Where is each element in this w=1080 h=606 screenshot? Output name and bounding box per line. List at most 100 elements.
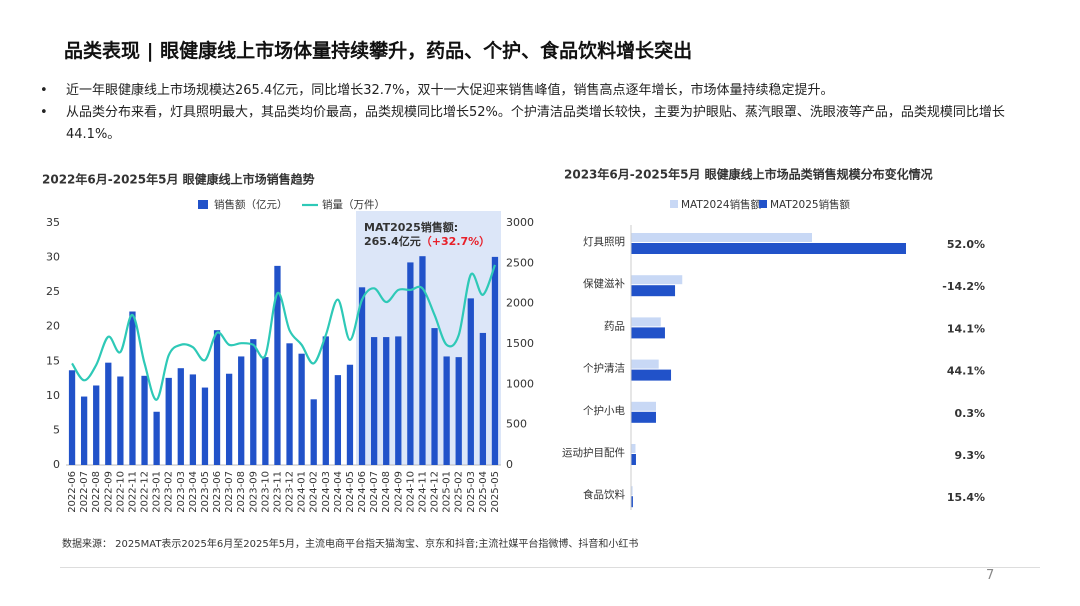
x-tick-label: 2024-02 [309,471,320,513]
legend-swatch [198,200,208,209]
growth-label: -14.2% [942,280,985,293]
x-tick-label: 2023-04 [188,471,199,513]
x-tick-label: 2024-10 [405,471,416,513]
annotation-value: 265.4亿元 [364,234,421,248]
bar [631,285,676,297]
x-tick-label: 2025-03 [466,471,477,513]
bullets: • 近一年眼健康线上市场规模达265.4亿元，同比增长32.7%，双十一大促迎来销… [40,80,1030,146]
x-tick-label: 2025-05 [490,471,501,513]
bar [213,330,221,465]
x-tick-label: 2023-01 [152,471,163,513]
source-note: 数据来源： 2025MAT表示2025年6月至2025年5月，主流电商平台指天猫… [62,539,639,550]
y-tick-label: 药品 [604,320,625,332]
legend-label: 销量（万件） [322,198,385,211]
legend-label: 销售额（亿元） [214,198,288,211]
growth-label: 0.3% [954,407,985,420]
bar [370,337,378,465]
page-number: 7 [986,568,995,583]
bar [322,336,329,465]
bar [201,387,209,465]
x-tick-label: 2025-01 [442,471,453,513]
bar [455,357,462,465]
bar [225,373,233,465]
bar [346,364,354,465]
y-tick-label: 10 [46,389,60,402]
y-tick-label: 15 [46,354,60,367]
bullet-text: 近一年眼健康线上市场规模达265.4亿元，同比增长32.7%，双十一大促迎来销售… [66,83,834,98]
x-tick-label: 2023-08 [236,471,247,513]
y-tick-label: 0 [53,458,60,471]
bar [250,339,257,465]
bar [631,444,636,453]
y-tick-label: 20 [46,320,60,333]
bar [407,262,414,465]
growth-label: 44.1% [947,365,985,378]
annotation-growth: （+32.7%） [421,235,490,248]
y-tick-label: 5 [53,423,60,436]
x-tick-label: 2025-04 [478,471,489,513]
x-tick-label: 2023-09 [248,471,259,513]
bar [431,328,438,465]
x-tick-label: 2024-01 [297,471,308,513]
x-tick-label: 2024-08 [381,471,392,513]
x-tick-label: 2023-03 [176,471,187,513]
legend-label: MAT2024销售额 [681,198,762,211]
chart-title: 2022年6月-2025年5月 眼健康线上市场销售趋势 [42,172,315,187]
growth-label: 9.3% [954,449,985,462]
x-tick-label: 2022-11 [127,471,138,513]
bar [395,336,402,465]
bar [274,265,281,465]
x-tick-label: 2024-09 [393,471,404,513]
bar [631,411,656,423]
bar [443,356,450,465]
y-tick-label: 35 [46,216,60,229]
bullet: • 近一年眼健康线上市场规模达265.4亿元，同比增长32.7%，双十一大促迎来销… [40,80,1030,102]
bar [631,486,633,496]
y2-tick-label: 1000 [506,377,534,390]
bar [141,375,148,465]
x-tick-label: 2022-09 [103,471,114,513]
bar [419,256,426,465]
x-tick-label: 2024-05 [345,471,356,513]
x-tick-label: 2022-08 [91,471,102,513]
x-tick-label: 2024-06 [357,471,368,513]
bar [310,399,317,465]
x-tick-label: 2024-03 [321,471,332,513]
bar [238,356,245,465]
bar [631,359,659,369]
y2-tick-label: 2000 [506,297,534,310]
bar [631,317,661,327]
x-tick-label: 2025-02 [454,471,465,513]
bar [298,353,305,465]
legend-swatch [759,200,767,208]
x-tick-label: 2023-07 [224,471,235,513]
y-tick-label: 食品饮料 [583,488,625,501]
y-tick-label: 30 [46,251,60,264]
x-tick-label: 2023-10 [260,471,271,513]
bullet: • 从品类分布来看，灯具照明最大，其品类均价最高，品类规模同比增长52%。个护清洁… [40,102,1030,146]
bar [631,401,656,411]
y-tick-label: 25 [46,285,60,298]
x-tick-label: 2023-05 [200,471,211,513]
bar [358,287,366,465]
x-tick-label: 2024-07 [369,471,380,513]
x-tick-label: 2024-04 [333,471,344,513]
bar [153,411,160,465]
x-tick-label: 2022-10 [115,471,126,513]
bar [479,332,487,465]
bar [189,374,197,465]
y2-tick-label: 2500 [506,256,534,269]
y-tick-label: 个护小电 [583,404,625,417]
x-tick-label: 2023-06 [212,471,223,513]
x-tick-label: 2022-06 [67,471,78,513]
growth-label: 14.1% [947,322,985,335]
x-tick-label: 2022-12 [140,471,151,513]
bar [262,357,269,465]
y2-tick-label: 1500 [506,337,534,350]
line [71,264,496,401]
bar [129,311,136,465]
chart-title: 2023年6月-2025年5月 眼健康线上市场品类销售规模分布变化情况 [564,167,933,182]
x-tick-label: 2023-02 [164,471,175,513]
x-tick-label: 2024-12 [430,471,441,513]
